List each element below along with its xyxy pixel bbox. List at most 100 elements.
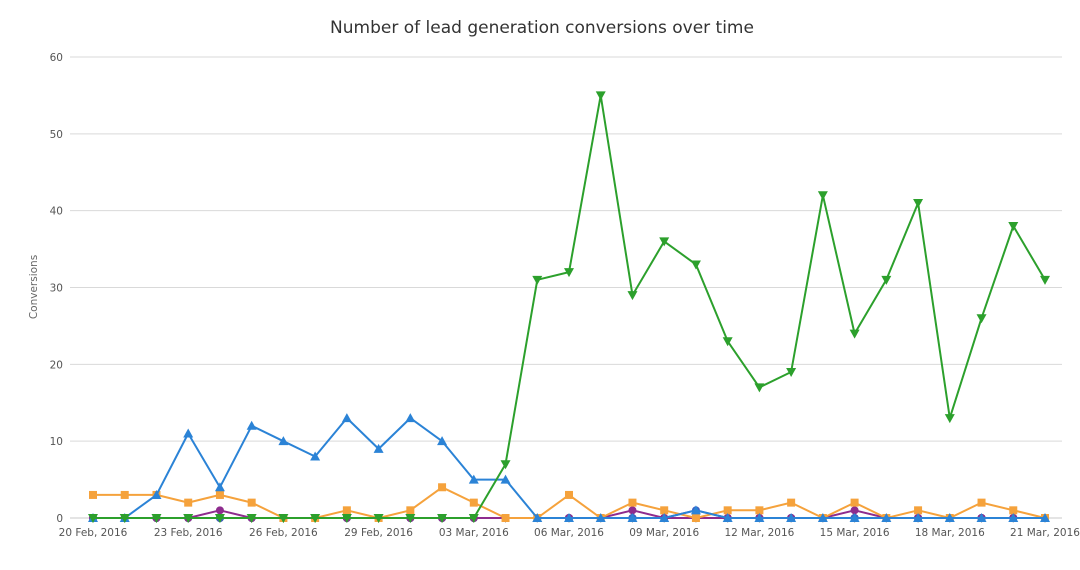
series-6-point	[532, 275, 543, 285]
series-1-point	[690, 505, 701, 515]
x-tick-label: 12 Mar, 2016	[724, 527, 794, 539]
series-6-point	[690, 260, 701, 270]
series-1-point	[532, 513, 543, 522]
series-2-point	[787, 498, 796, 507]
series-2-point	[850, 498, 859, 507]
series-1-point	[500, 474, 511, 484]
x-tick-label: 03 Mar, 2016	[439, 527, 509, 539]
series-2-point	[215, 490, 224, 499]
series-1-point	[373, 443, 384, 453]
series-2-point	[691, 514, 700, 522]
series-1-point	[881, 513, 892, 522]
series-6-point	[627, 291, 638, 301]
y-axis-ticks: 0 10 20 30 40 50 60	[50, 52, 63, 525]
series-1-point	[405, 413, 416, 423]
series-2-point	[660, 506, 669, 515]
series-1-point	[754, 513, 765, 522]
series-2-point	[406, 506, 415, 515]
series-3-point	[215, 506, 224, 515]
series-6-point	[373, 514, 384, 523]
series-6-point	[817, 191, 828, 201]
series-6-point	[659, 237, 670, 247]
series-1-point	[310, 451, 321, 461]
x-tick-label: 23 Feb, 2016	[154, 527, 223, 539]
series-6-point	[1040, 275, 1050, 285]
series-1-line	[93, 417, 1045, 519]
x-tick-label: 06 Mar, 2016	[534, 527, 604, 539]
y-axis-title: Conversions	[28, 255, 40, 319]
series-2-point	[628, 498, 637, 507]
series-2-point	[120, 490, 129, 499]
series-2-point	[184, 498, 193, 507]
x-tick-label: 21 Mar, 2016	[1010, 527, 1080, 539]
series-6-point	[1008, 222, 1019, 232]
series-2-point	[1009, 506, 1018, 515]
series-1-point	[722, 513, 733, 522]
series-1-point	[786, 513, 797, 522]
series-1-point	[278, 436, 289, 446]
series-1-point	[849, 513, 860, 522]
series-1-point	[1040, 513, 1050, 522]
y-tick-label: 50	[50, 129, 63, 141]
series-2-point	[501, 514, 510, 522]
series-6-point	[405, 514, 416, 523]
series-6-point	[944, 414, 955, 424]
x-tick-label: 18 Mar, 2016	[915, 527, 985, 539]
series-6-point	[500, 460, 511, 470]
series-6-point	[278, 514, 289, 523]
series-2-point	[755, 506, 764, 515]
series-1-point	[151, 489, 162, 499]
series-1-point	[817, 513, 828, 522]
y-tick-label: 40	[50, 206, 63, 218]
series-2-point	[89, 490, 97, 499]
series-1-point	[976, 513, 987, 522]
x-tick-label: 26 Feb, 2016	[249, 527, 318, 539]
series-6-point	[786, 368, 797, 378]
series-lines	[88, 91, 1050, 523]
x-tick-label: 20 Feb, 2016	[59, 527, 128, 539]
series-6	[88, 91, 1050, 523]
y-tick-label: 60	[50, 52, 63, 64]
series-2-point	[977, 498, 986, 507]
series-6-point	[722, 337, 733, 347]
y-tick-label: 10	[50, 436, 63, 448]
series-1-point	[341, 413, 352, 423]
series-6-point	[564, 268, 574, 278]
series-1-point	[1008, 513, 1019, 522]
y-tick-label: 0	[56, 513, 63, 525]
series-1-point	[246, 420, 257, 430]
series-6-point	[151, 514, 162, 523]
series-1-point	[564, 513, 574, 522]
y-tick-label: 30	[50, 283, 63, 295]
series-3-point	[628, 506, 637, 515]
series-6-point	[849, 329, 860, 339]
series-6-point	[246, 514, 257, 523]
series-1-point	[627, 513, 638, 522]
x-tick-label: 29 Feb, 2016	[344, 527, 413, 539]
series-6-point	[310, 514, 321, 523]
series-6-point	[88, 514, 98, 523]
series-6-point	[119, 514, 130, 523]
series-6-point	[341, 514, 352, 523]
series-6-point	[881, 275, 892, 285]
gridlines	[70, 56, 1062, 442]
series-2-point	[914, 506, 923, 515]
series-6-point	[595, 91, 606, 101]
series-1-point	[183, 428, 194, 438]
series-1-point	[944, 513, 955, 522]
series-6-point	[214, 514, 225, 523]
series-1-point	[437, 436, 448, 446]
series-6-point	[754, 383, 765, 393]
series-2-point	[565, 490, 573, 499]
series-6-point	[913, 198, 924, 208]
series-1	[88, 413, 1050, 522]
series-2-point	[469, 498, 478, 507]
x-tick-label: 09 Mar, 2016	[629, 527, 699, 539]
series-2-point	[438, 483, 447, 492]
series-2-point	[247, 498, 256, 507]
x-tick-label: 15 Mar, 2016	[820, 527, 890, 539]
series-3-point	[850, 506, 859, 515]
series-2-point	[723, 506, 732, 515]
